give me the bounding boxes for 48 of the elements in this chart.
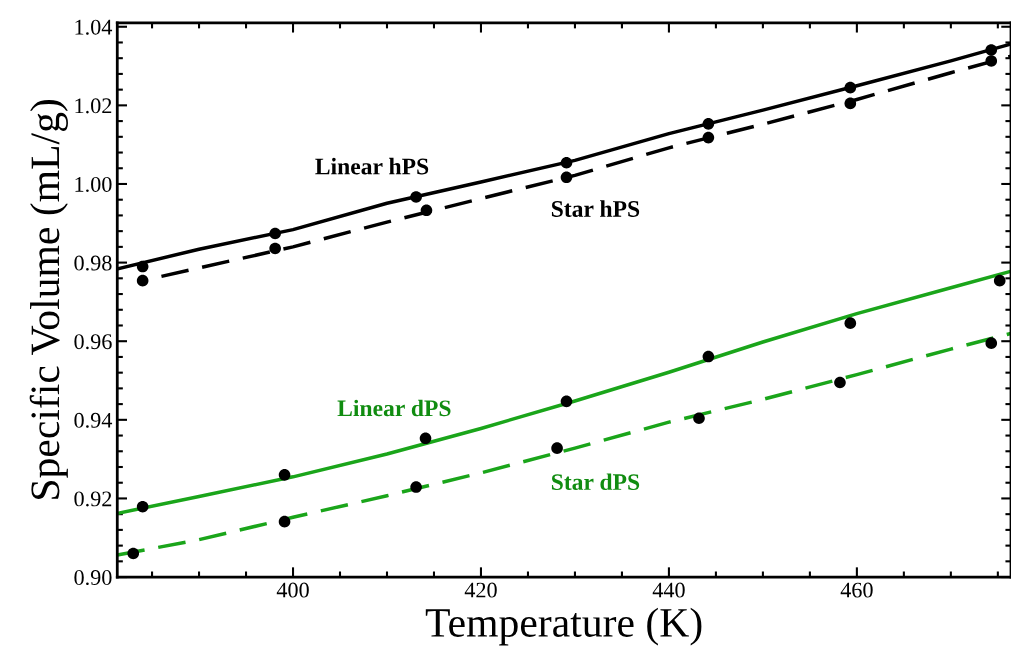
point: [278, 515, 291, 528]
point: [985, 55, 998, 67]
point: [278, 469, 291, 481]
point: [834, 376, 846, 389]
point: [410, 481, 422, 493]
point: [136, 260, 149, 273]
point: [985, 44, 998, 56]
point: [993, 274, 1006, 287]
point: [136, 500, 149, 513]
point: [693, 412, 705, 425]
point: [269, 242, 281, 255]
line-series: [117, 269, 1011, 516]
point: [420, 204, 433, 217]
point: [560, 156, 573, 169]
point: [702, 350, 715, 363]
y-tick-label: 0.98: [74, 255, 112, 271]
x-tick-label: 440: [652, 582, 685, 598]
point: [702, 131, 715, 144]
y-tick-label: 0.96: [74, 334, 112, 350]
y-tick-label: 1.04: [75, 19, 113, 35]
y-tick-label: 0.90: [74, 569, 112, 586]
series-label: Linear dPS: [337, 399, 451, 417]
point: [560, 171, 573, 184]
point: [419, 432, 432, 445]
point: [844, 317, 857, 329]
series-label: Star hPS: [551, 200, 640, 217]
point: [844, 81, 857, 94]
y-tick-label: 1.02: [75, 98, 112, 114]
point: [985, 337, 998, 349]
point: [560, 395, 573, 408]
x-axis-title: Temperature (K): [425, 607, 702, 646]
point: [551, 442, 563, 454]
point: [127, 547, 140, 560]
y-tick-label: 0.94: [74, 412, 113, 428]
y-tick-label: 1.00: [75, 176, 112, 192]
series-label: Linear hPS: [315, 157, 429, 175]
y-axis-title: Specific Volume (mL/g): [29, 100, 68, 499]
point: [269, 227, 281, 240]
x-tick-label: 400: [276, 582, 309, 598]
line-series: [117, 331, 1011, 557]
x-tick-label: 460: [840, 582, 873, 598]
point: [702, 118, 715, 130]
point: [136, 274, 149, 287]
point: [410, 191, 422, 203]
point: [844, 97, 857, 110]
y-tick-label: 0.92: [74, 491, 112, 507]
x-tick-label: 420: [464, 582, 497, 598]
series-label: Star dPS: [551, 473, 640, 491]
